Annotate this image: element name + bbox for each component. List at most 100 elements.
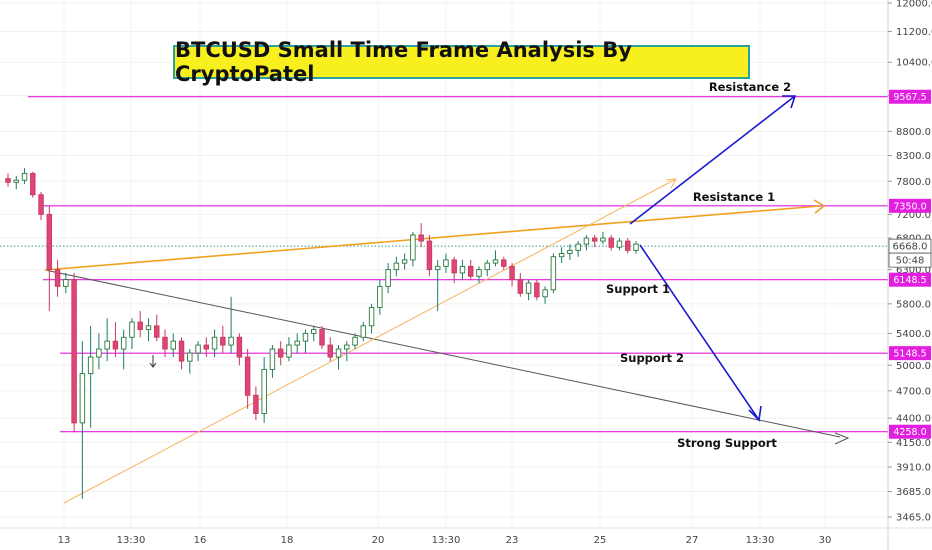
candle-up [459,265,466,274]
price-level-tag-text: 9567.5 [893,92,926,103]
candle-down [253,394,259,414]
price-level-tag-text: 4258.0 [893,427,926,438]
candle-up [195,344,201,354]
candle-up [187,352,193,362]
level-annotation: Resistance 2 [709,80,791,94]
price-level-tag-text: 6148.5 [893,275,926,286]
candle-up [583,237,590,245]
bearish-projection-arrowhead [748,405,762,422]
chart-title: BTCUSD Small Time Frame Analysis By Cryp… [173,38,750,86]
rising-resistance-arrowhead [813,199,826,214]
candle-down [54,269,61,287]
candle-down [534,282,540,298]
candle-up [368,306,375,327]
y-tick-label: 3685.0 [896,487,931,498]
candle-up [567,249,573,254]
y-tick-label: 5000.0 [896,361,931,372]
y-tick-label: 5400.0 [896,329,931,340]
projection-arrows [149,95,797,422]
current-price-tag-text: 6668.0 [893,242,928,253]
y-tick-label: 6300.0 [896,265,931,276]
x-tick-label: 30 [819,535,832,546]
y-tick-label: 3465.0 [896,513,931,524]
ascending-trendline [63,178,677,504]
y-tick-label: 11200.0 [896,27,932,38]
candle-down [38,194,44,215]
price-level-tag-text: 7350.0 [893,201,926,212]
candle-down [137,321,143,331]
level-annotations: Resistance 2 Resistance 1 Support 1 Support… [606,80,791,450]
candle-up [311,329,317,334]
price-level-tag-text: 5148.5 [893,349,926,360]
bullish-projection-arrow [629,95,796,225]
y-tick-label: 4700.0 [896,386,931,397]
candle-down [46,213,53,271]
price-level-tag [889,89,931,104]
x-tick-label: 20 [372,535,385,546]
price-level-tag [889,346,931,361]
candle-up [484,262,490,271]
descending-trendline-arrowhead [834,432,850,445]
candle-down [468,265,474,277]
candle-down [517,279,524,294]
x-tick-label: 18 [281,535,294,546]
candle-down [236,336,243,358]
candle-up [550,256,557,291]
candle-up [302,332,309,342]
x-tick-label: 13:30 [117,535,146,546]
candle-down [203,344,210,350]
candle-up [228,336,234,346]
candle-down [608,237,614,248]
candle-down [319,329,325,346]
countdown-tag [888,252,932,268]
candle-up [96,348,102,358]
level-annotation: Support 1 [606,282,670,296]
candle-up [286,344,292,358]
candle-up [558,253,565,258]
candle-down [509,265,515,281]
candle-down [277,348,284,358]
candle-down [591,237,598,242]
candle-down [5,178,11,183]
candle-down [30,172,36,196]
candle-down [244,356,251,396]
price-level-tag [889,198,931,213]
candle-up [21,172,28,181]
candle-up [261,368,267,414]
y-tick-label: 7200.0 [896,210,931,221]
candle-down [220,336,226,346]
candle-up [616,240,623,248]
descending-trendline [44,269,841,438]
price-level-tag [889,424,931,439]
y-tick-label: 8300.0 [896,151,931,162]
countdown-tag-text: 50:48 [896,256,925,267]
candle-up [600,237,606,242]
bullish-projection-arrowhead [782,95,797,109]
x-tick-label: 13 [58,535,71,546]
candle-up [542,289,548,298]
candle-down [71,279,77,424]
x-tick-label: 25 [594,535,607,546]
y-tick-label: 3910.0 [896,463,931,474]
candle-up [633,243,639,251]
candle-up [145,325,152,331]
candle-up [63,279,69,287]
candle-up [525,282,532,294]
candle-down [451,259,457,274]
candle-up [87,356,94,375]
candles [5,168,639,499]
bearish-projection-arrow [639,244,760,421]
candle-up [492,259,499,264]
y-tick-label: 5800.0 [896,299,931,310]
candle-down [162,336,168,350]
y-tick-label: 7800.0 [896,177,931,188]
level-annotation: Strong Support [677,436,777,450]
candle-up [79,373,86,424]
x-tick-label: 13:30 [746,535,775,546]
candle-up [393,262,400,271]
candle-down [154,325,160,338]
candle-down [112,340,119,350]
level-annotation: Support 2 [620,351,684,365]
y-tick-label: 10400.0 [896,58,932,69]
candle-up [211,336,218,350]
